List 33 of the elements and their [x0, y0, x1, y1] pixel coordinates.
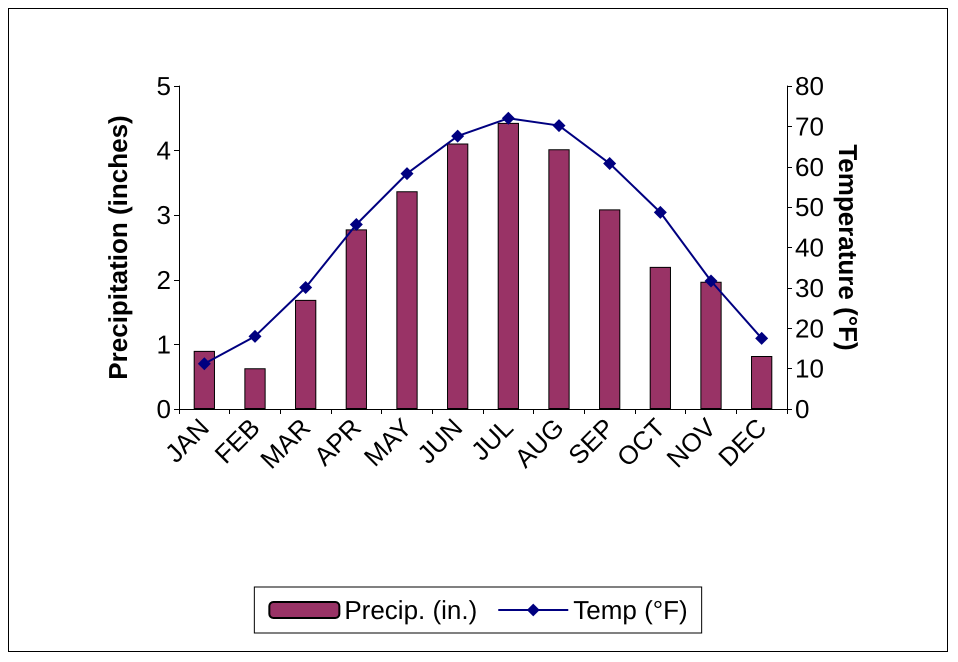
point — [248, 330, 262, 343]
y2-tick-label: 80 — [795, 71, 824, 101]
y2-tick-label: 20 — [795, 313, 824, 344]
x-tick-label: SEP — [562, 412, 620, 470]
y2-tick-label: 50 — [795, 192, 824, 222]
y-axis-title: Precipitation (inches) — [103, 115, 133, 380]
point — [704, 274, 718, 288]
y2-axis-title: Temperature (°F) — [833, 144, 863, 351]
y2-tick-label: 30 — [795, 272, 824, 303]
legend-label: Temp (°F) — [573, 595, 688, 625]
y-tick-label: 3 — [156, 200, 171, 230]
y2-tick-label: 10 — [795, 354, 824, 384]
point — [400, 167, 414, 180]
point — [552, 119, 566, 132]
point — [350, 218, 363, 231]
point — [299, 280, 312, 294]
point — [755, 332, 768, 345]
y2-tick-label: 70 — [795, 111, 824, 142]
point — [603, 157, 616, 170]
y-tick-label: 2 — [156, 264, 171, 295]
point — [198, 357, 211, 370]
y2-tick-label: 40 — [795, 232, 824, 262]
point — [451, 130, 464, 143]
y-tick-label: 4 — [156, 136, 171, 166]
legend-label: Precip. (in.) — [344, 595, 478, 625]
point — [502, 112, 515, 125]
x-tick-label: JUL — [465, 412, 519, 466]
y2-tick-label: 60 — [795, 152, 824, 182]
y-tick-label: 5 — [156, 71, 171, 101]
y-tick-label: 0 — [156, 394, 171, 424]
y-tick-label: 1 — [156, 329, 171, 360]
y2-tick-label: 0 — [795, 394, 810, 424]
point — [654, 206, 667, 219]
